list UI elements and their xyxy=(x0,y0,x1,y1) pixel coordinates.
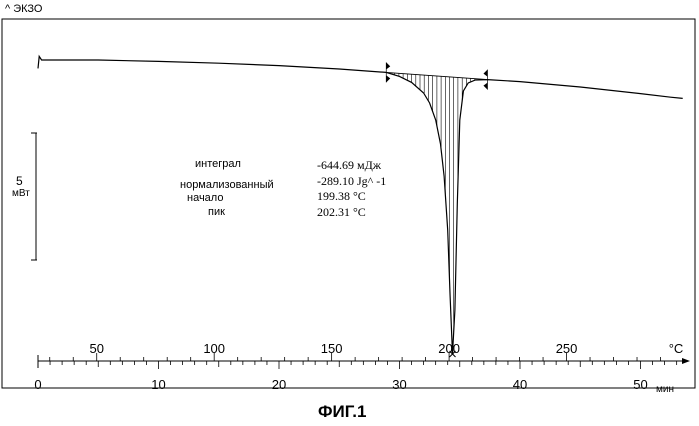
time-tick-label: 40 xyxy=(513,377,527,392)
annotation-integral-label: интеграл xyxy=(195,158,241,170)
x-axis-arrow xyxy=(682,358,690,364)
annotation-normalized-value: -289.10 Jg^ -1 xyxy=(317,174,386,189)
annotation-onset-value: 199.38 °C xyxy=(317,189,366,204)
annotation-peak-value: 202.31 °C xyxy=(317,205,366,220)
time-axis-label: мин xyxy=(656,384,674,395)
temperature-tick-label: 250 xyxy=(556,341,578,356)
limit-marker-1-top xyxy=(483,70,487,77)
scale-bar-value: 5 xyxy=(16,174,23,188)
annotation-integral-value: -644.69 мДж xyxy=(317,158,381,173)
x-axis-tick-labels: 0 10 20 30 40 50 50 100 150 200 250 °C мин xyxy=(34,341,683,395)
time-tick-label: 30 xyxy=(392,377,406,392)
temperature-tick-label: 200 xyxy=(438,341,460,356)
limit-marker-1-bottom xyxy=(483,83,487,90)
limit-marker-0-bottom xyxy=(386,75,390,82)
time-tick-label: 10 xyxy=(151,377,165,392)
annotation-peak-label: пик xyxy=(208,206,225,218)
temperature-tick-label: 150 xyxy=(321,341,343,356)
integrated-peak-hatching xyxy=(391,73,484,332)
exo-direction-label: ^ ЭКЗО xyxy=(5,3,43,15)
time-tick-label: 50 xyxy=(633,377,647,392)
time-tick-label: 0 xyxy=(34,377,41,392)
temperature-tick-label: 50 xyxy=(89,341,103,356)
figure-caption: ФИГ.1 xyxy=(318,402,366,422)
time-tick-label: 20 xyxy=(272,377,286,392)
temperature-axis-label: °C xyxy=(669,341,684,356)
scale-bar-unit: мВт xyxy=(12,188,30,199)
annotation-onset-label: начало xyxy=(187,192,223,204)
limit-marker-0-top xyxy=(386,62,390,69)
annotation-normalized-label: нормализованный xyxy=(180,179,274,191)
temperature-tick-label: 100 xyxy=(203,341,225,356)
